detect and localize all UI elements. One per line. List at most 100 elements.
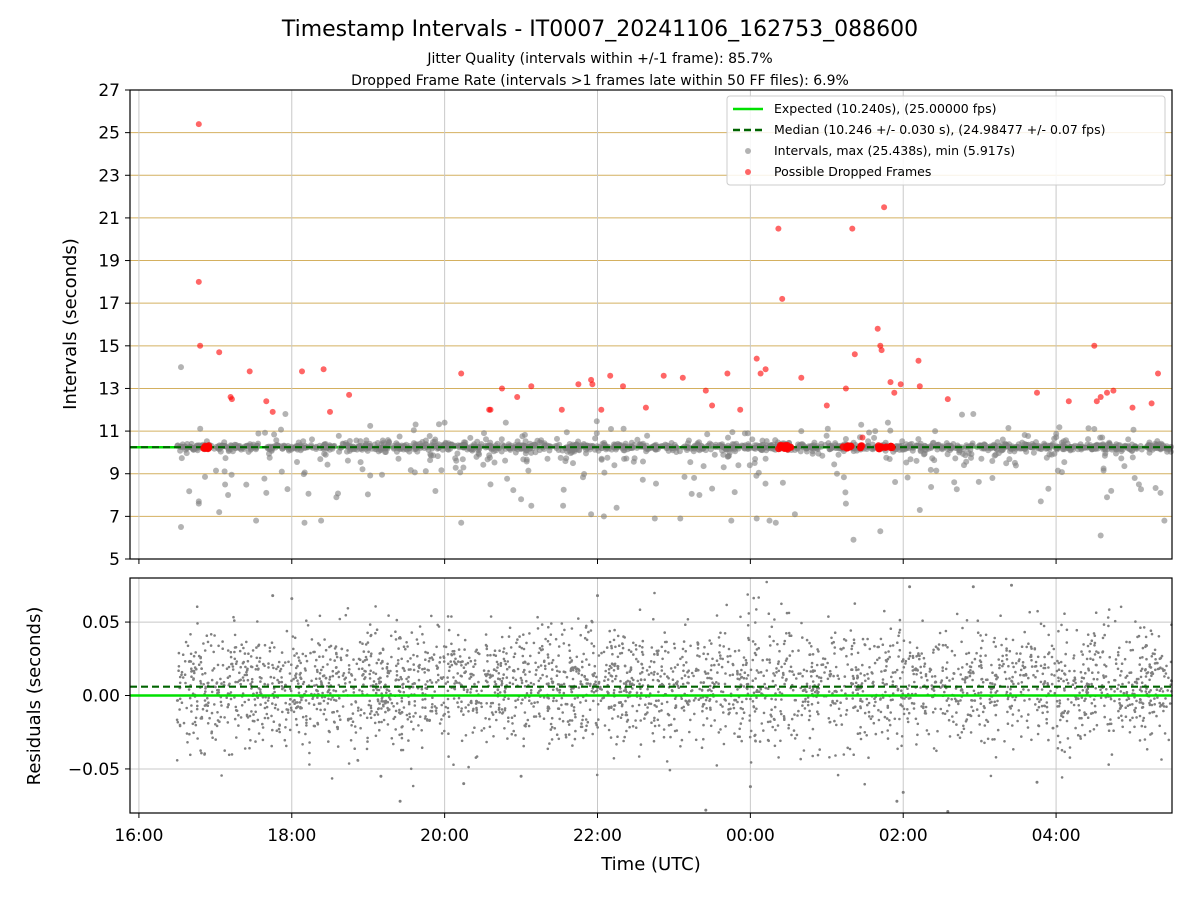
residual-point [228,682,231,686]
interval-point [1101,452,1108,459]
residual-point [582,736,585,740]
residual-point [537,691,540,695]
residual-point [902,712,906,716]
legend-dropped-label: Possible Dropped Frames [774,164,931,179]
bottom-y-tick-label: −0.05 [68,760,120,780]
residual-point [993,683,997,686]
residual-point [336,709,339,713]
dropped-frame-point [851,351,858,358]
residual-point [462,713,465,716]
residual-point [505,652,508,655]
residual-point [395,618,399,622]
residual-point [226,705,229,709]
residual-point [907,684,911,687]
residual-point [1058,741,1062,744]
interval-point [554,435,560,442]
residual-point [1013,698,1017,702]
residual-point [502,657,506,661]
residual-point [507,635,511,638]
residual-point [828,756,831,759]
residual-point [464,706,468,709]
residual-point [523,660,527,664]
residual-point [248,714,252,718]
residual-point [225,696,228,699]
residual-point [696,647,700,650]
residual-point [1012,665,1015,669]
interval-point [746,462,753,469]
interval-point [457,469,464,476]
residual-point [797,709,800,713]
residual-point [787,611,791,615]
residual-point [417,678,421,682]
residual-point [204,690,207,693]
residual-point [255,620,259,623]
residual-point [488,676,492,679]
residual-point [1093,634,1097,637]
residual-point [992,640,996,644]
residual-point [1103,633,1106,637]
residual-point [628,682,632,686]
residual-point [710,689,713,693]
residual-point [652,673,656,676]
residual-point [594,680,597,683]
residual-point [955,612,959,616]
residual-point [420,746,424,749]
residual-point [246,667,249,671]
residual-point [989,774,993,778]
residual-point [930,684,934,687]
residual-point [261,738,265,742]
residual-point [537,651,541,655]
residual-point [808,714,812,718]
residual-point [332,720,336,724]
residual-point [808,653,812,656]
residual-point [792,729,796,732]
interval-point [884,419,891,426]
residual-point [787,631,791,635]
residual-point [777,688,780,691]
residual-point [395,674,399,677]
residual-point [641,646,644,649]
residual-point [572,706,576,709]
residual-point [708,688,711,691]
residual-point [1022,674,1025,677]
residual-point [1060,748,1064,752]
residual-point [195,667,198,671]
interval-point [998,447,1005,454]
interval-point [395,455,402,462]
residual-point [832,640,835,644]
interval-point [691,474,698,481]
legend-box [726,95,1166,186]
residual-point [1074,686,1077,690]
residual-point [402,645,406,648]
residual-point [725,603,728,607]
residual-point [744,658,748,662]
residual-point [338,617,342,621]
interval-point [523,458,530,465]
residual-point [1129,671,1133,674]
residual-point [523,685,527,688]
residual-point [1106,723,1109,726]
residual-point [852,753,855,756]
interval-point [177,447,184,454]
residual-point [339,656,343,660]
residual-point [547,682,550,685]
residual-point [781,676,784,679]
residual-point [729,654,732,658]
interval-point [809,450,816,457]
residual-point [327,729,331,733]
residual-point [1038,700,1041,703]
residual-point [868,647,872,651]
interval-point [282,411,289,417]
residual-point [392,717,396,721]
residual-point [1127,697,1131,700]
residual-point [591,673,594,676]
residual-point [611,679,614,683]
residual-point [475,699,478,703]
residual-point [720,690,723,693]
residual-point [943,712,947,716]
residual-point [1002,662,1005,666]
residual-point [850,652,853,656]
residual-point [696,669,699,672]
residual-point [835,690,838,694]
residual-point [324,676,328,680]
